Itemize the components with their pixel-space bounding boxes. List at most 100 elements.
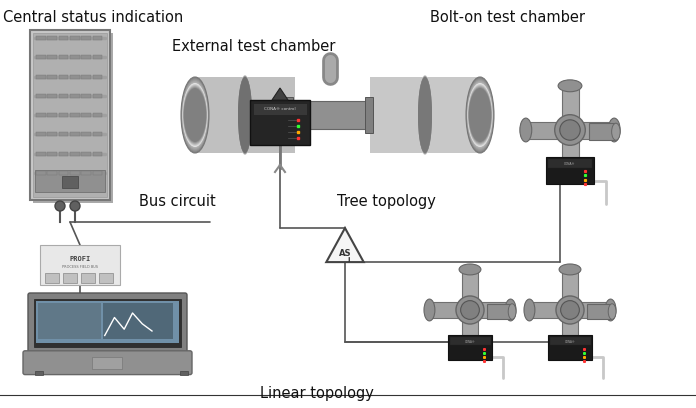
Ellipse shape (558, 168, 582, 180)
Bar (36, 55, 46, 59)
Ellipse shape (418, 75, 432, 155)
Ellipse shape (505, 299, 516, 321)
Bar (93, 94, 102, 98)
Ellipse shape (182, 81, 208, 149)
Ellipse shape (238, 75, 252, 155)
Ellipse shape (418, 76, 432, 154)
FancyBboxPatch shape (33, 33, 113, 203)
Ellipse shape (238, 77, 252, 153)
FancyBboxPatch shape (33, 33, 107, 197)
Bar (47, 75, 57, 78)
Bar (81, 151, 91, 155)
Bar (58, 171, 68, 175)
Bar (58, 36, 68, 40)
Text: CONA®: CONA® (564, 162, 576, 166)
FancyBboxPatch shape (62, 176, 78, 188)
Ellipse shape (558, 80, 582, 92)
Bar (81, 273, 95, 283)
Bar (36, 36, 46, 40)
Ellipse shape (238, 76, 252, 153)
Ellipse shape (238, 75, 252, 155)
Bar (527, 302, 613, 318)
Bar (58, 151, 68, 155)
Ellipse shape (424, 299, 435, 321)
Text: CONA®: CONA® (564, 340, 576, 344)
Ellipse shape (418, 76, 432, 154)
Ellipse shape (238, 75, 252, 155)
Bar (81, 94, 91, 98)
Ellipse shape (524, 299, 535, 321)
Bar (36, 113, 46, 117)
Ellipse shape (238, 76, 252, 154)
Text: Bus circuit: Bus circuit (139, 194, 216, 209)
Bar (562, 83, 578, 177)
Bar (93, 151, 102, 155)
Text: Bolt-on test chamber: Bolt-on test chamber (430, 10, 585, 25)
Ellipse shape (418, 77, 432, 153)
Bar (548, 335, 592, 360)
FancyBboxPatch shape (34, 299, 181, 347)
Polygon shape (272, 88, 288, 100)
Bar (523, 122, 617, 138)
Ellipse shape (418, 75, 432, 155)
Ellipse shape (459, 345, 481, 356)
Bar (587, 304, 612, 319)
Bar (427, 302, 513, 318)
Ellipse shape (183, 86, 207, 144)
Circle shape (456, 296, 484, 324)
Circle shape (70, 201, 80, 211)
Bar (36, 171, 46, 175)
Ellipse shape (238, 77, 252, 153)
Bar (47, 55, 57, 59)
Bar (195, 77, 295, 153)
Bar (81, 36, 91, 40)
Bar (589, 123, 616, 140)
Bar (47, 94, 57, 98)
Bar (58, 55, 68, 59)
Ellipse shape (238, 75, 252, 155)
Ellipse shape (459, 264, 481, 275)
Ellipse shape (608, 118, 620, 142)
Circle shape (461, 301, 480, 319)
Bar (450, 337, 491, 345)
Bar (36, 94, 46, 98)
Bar (253, 103, 307, 115)
Ellipse shape (467, 81, 493, 149)
Circle shape (556, 296, 584, 324)
Circle shape (560, 120, 580, 140)
Ellipse shape (184, 88, 206, 142)
Ellipse shape (466, 79, 493, 151)
Bar (36, 75, 46, 78)
Bar (93, 36, 102, 40)
Ellipse shape (468, 88, 491, 142)
Bar (103, 303, 173, 339)
Bar (81, 55, 91, 59)
Ellipse shape (418, 77, 432, 153)
Circle shape (555, 115, 585, 145)
Bar (365, 97, 373, 133)
Bar (290, 101, 370, 129)
Ellipse shape (468, 83, 493, 147)
FancyBboxPatch shape (23, 351, 192, 375)
Ellipse shape (418, 75, 432, 155)
Bar (70, 171, 80, 175)
Bar (487, 304, 512, 319)
Ellipse shape (468, 85, 492, 145)
FancyBboxPatch shape (40, 245, 120, 285)
Bar (63, 273, 77, 283)
FancyBboxPatch shape (30, 30, 110, 200)
Ellipse shape (238, 77, 252, 153)
Ellipse shape (418, 76, 432, 154)
Bar (47, 132, 57, 136)
Ellipse shape (181, 77, 209, 153)
Text: PROCESS FIELD BUS: PROCESS FIELD BUS (62, 265, 98, 269)
Bar (462, 267, 477, 353)
Bar (93, 113, 102, 117)
Bar (36, 132, 46, 136)
Circle shape (55, 201, 65, 211)
Ellipse shape (467, 82, 493, 148)
Ellipse shape (418, 77, 432, 153)
Bar (448, 335, 492, 360)
Ellipse shape (418, 75, 432, 155)
FancyBboxPatch shape (28, 293, 187, 353)
